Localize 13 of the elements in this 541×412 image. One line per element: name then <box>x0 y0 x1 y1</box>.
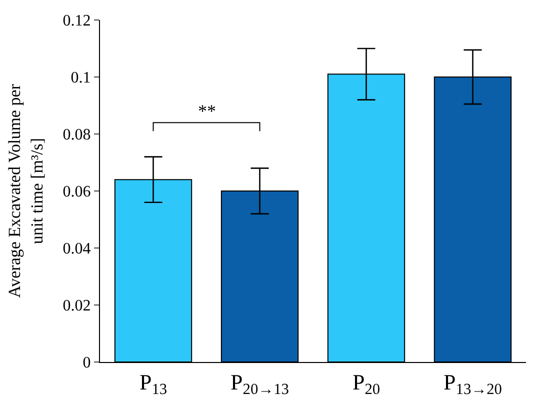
y-tick-label: 0.08 <box>62 126 91 144</box>
x-tick-label: P$_{13}$ <box>139 369 168 398</box>
x-tick-label: P$_{13→20}$ <box>444 369 502 398</box>
annotation: ** <box>198 101 216 121</box>
y-tick-label: 0.06 <box>62 184 91 201</box>
y-tick-label: 0.1 <box>70 70 91 87</box>
y-tick-label: 0.02 <box>62 298 91 315</box>
x-tick-label: P$_{20→13}$ <box>230 369 290 398</box>
x-tick-label: P$_{20}$ <box>352 369 380 398</box>
y-tick-label: 0 <box>82 354 91 372</box>
y-tick-label: 0.04 <box>62 240 91 258</box>
y-axis-title: Average Excavated Volume per unit time [m³/s] <box>5 84 46 298</box>
y-tick-label: 0.12 <box>62 12 91 30</box>
